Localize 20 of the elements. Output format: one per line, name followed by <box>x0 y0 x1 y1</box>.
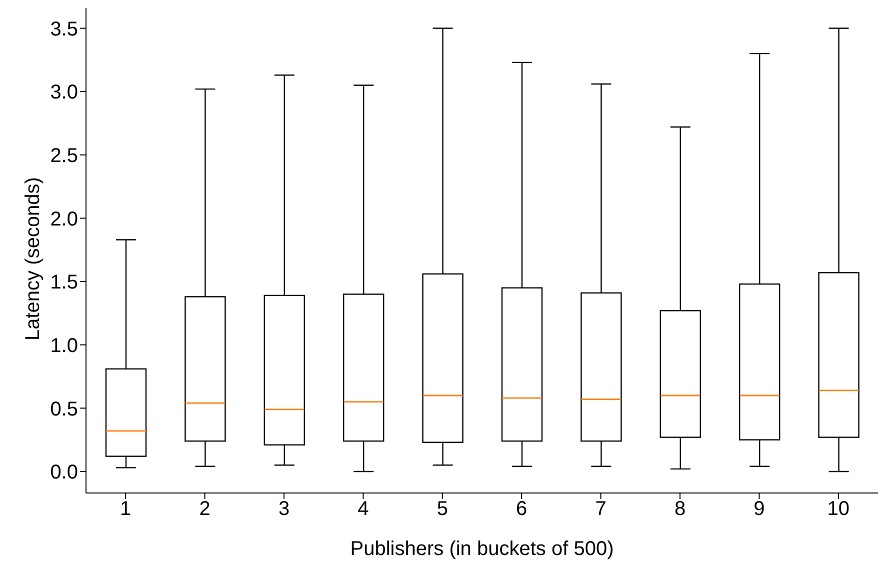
y-tick-label: 0.0 <box>50 462 78 484</box>
y-axis-title: Latency (seconds) <box>22 177 44 340</box>
y-tick-label: 2.0 <box>50 208 78 230</box>
x-tick-label: 1 <box>120 498 132 520</box>
y-tick-label: 1.5 <box>50 272 78 294</box>
y-tick-label: 3.5 <box>50 18 78 40</box>
x-tick-label: 5 <box>436 498 448 520</box>
x-tick-label: 7 <box>595 498 606 520</box>
y-tick-label: 2.5 <box>50 144 78 167</box>
x-tick-label: 4 <box>358 498 369 520</box>
x-tick-label: 8 <box>674 498 686 520</box>
x-axis-title: Publishers (in buckets of 500) <box>350 538 614 560</box>
x-tick-label: 3 <box>278 498 290 520</box>
x-tick-label: 10 <box>827 498 850 520</box>
y-tick-label: 1.0 <box>50 334 78 357</box>
x-tick-label: 9 <box>754 498 765 520</box>
x-tick-label: 6 <box>516 498 528 520</box>
y-tick-label: 0.5 <box>50 398 78 420</box>
x-tick-label: 2 <box>199 498 210 520</box>
y-tick-label: 3.0 <box>50 82 78 104</box>
